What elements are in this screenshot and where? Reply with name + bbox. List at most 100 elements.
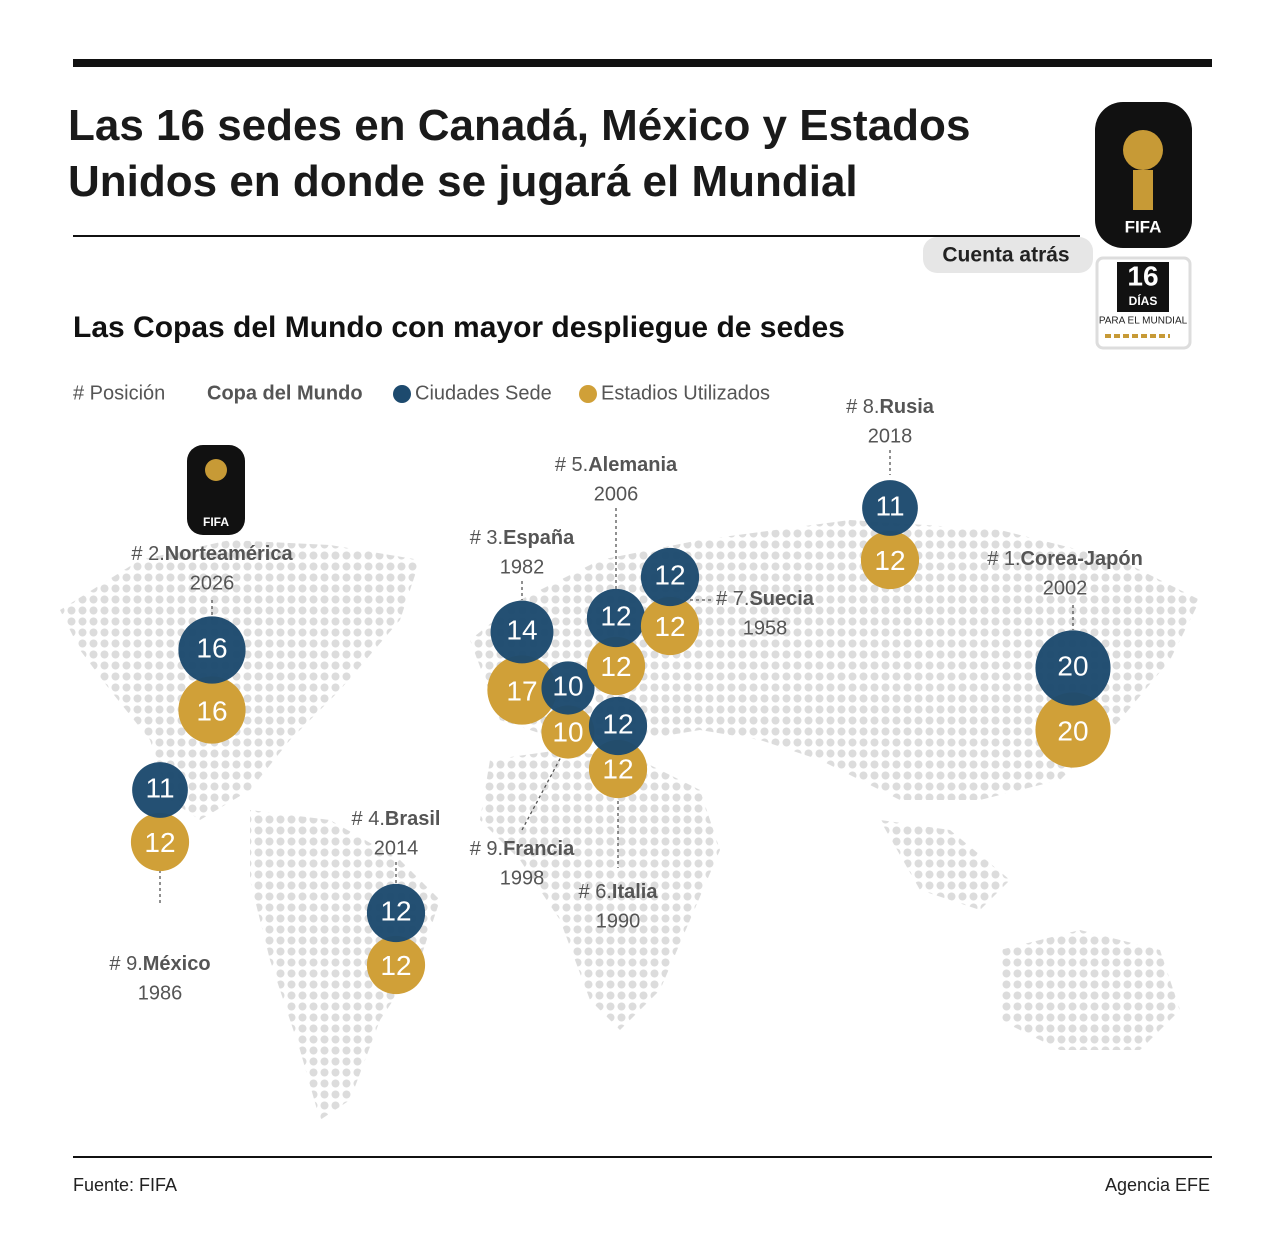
- cities-value: 12: [380, 895, 411, 926]
- rank: # 9.: [470, 838, 503, 860]
- entry: # 4.Brasil 2014 12 12: [352, 808, 441, 995]
- cup-name: Alemania: [588, 454, 678, 476]
- entry: # 1.Corea-Japón 2002 20 20: [987, 548, 1143, 768]
- stadiums-bubble: [487, 655, 557, 725]
- cities-value: 12: [602, 708, 633, 739]
- entry-label: # 1.Corea-Japón: [987, 548, 1143, 570]
- rank: # 3.: [470, 527, 503, 549]
- legend-cities: Ciudades Sede: [415, 382, 552, 404]
- world-map: [60, 520, 1200, 1120]
- logo-label: FIFA: [203, 515, 229, 529]
- credit: Agencia EFE: [1105, 1175, 1210, 1195]
- badge-bg: [923, 237, 1093, 273]
- countdown: 16 DÍAS PARA EL MUNDIAL: [1095, 256, 1192, 350]
- year: 1982: [500, 556, 545, 578]
- countdown-sub: PARA EL MUNDIAL: [1099, 316, 1188, 327]
- year: 2014: [374, 837, 419, 859]
- entry-label: # 9.México: [109, 953, 210, 975]
- entry: # 7.Suecia 1958 12 12: [640, 547, 815, 656]
- legend-cup: Copa del Mundo: [207, 382, 363, 404]
- small-logo: FIFA: [187, 445, 245, 535]
- cities-bubble: [586, 588, 646, 648]
- rank: # 4.: [352, 808, 385, 830]
- stadiums-value: 12: [654, 611, 685, 642]
- entry: # 9.Francia 1998 10 10: [470, 661, 595, 889]
- stadiums-bubble: [588, 739, 648, 799]
- entry: # 8.Rusia 2018 12 11: [846, 396, 935, 590]
- rank: # 9.: [109, 953, 142, 975]
- stadiums-bubble: [541, 705, 595, 759]
- cup-name: Suecia: [749, 588, 814, 610]
- legend-swatch: [393, 385, 411, 403]
- cities-bubble: [588, 696, 648, 756]
- year: 1998: [500, 867, 545, 889]
- cup-name: México: [143, 953, 211, 975]
- cities-bubble: [178, 616, 246, 684]
- legend-position: # Posición: [73, 382, 165, 404]
- cup-name: Brasil: [385, 808, 441, 830]
- cities-value: 12: [600, 600, 631, 631]
- stadiums-bubble: [586, 636, 646, 696]
- stadiums-bubble: [130, 812, 190, 872]
- year: 2026: [190, 572, 235, 594]
- year: 1990: [596, 910, 641, 932]
- cities-value: 14: [506, 614, 537, 645]
- stadiums-bubble: [640, 596, 700, 656]
- cities-bubble: [541, 661, 595, 715]
- stadiums-value: 12: [602, 754, 633, 785]
- rank: # 1.: [987, 548, 1020, 570]
- cities-value: 10: [552, 670, 583, 701]
- stadiums-value: 20: [1057, 715, 1088, 746]
- entry: # 3.España 1982 17 14: [470, 527, 575, 725]
- entry-label: # 2.Norteamérica: [131, 543, 293, 565]
- cup-name: España: [503, 527, 575, 549]
- cities-bubble: [132, 762, 188, 818]
- cities-bubble: [366, 883, 426, 943]
- entry-label: # 6.Italia: [579, 881, 659, 903]
- legend-stadiums: Estadios Utilizados: [601, 382, 770, 404]
- stadiums-bubble: [366, 935, 426, 995]
- cities-value: 12: [654, 559, 685, 590]
- stadiums-value: 12: [380, 950, 411, 981]
- stadiums-bubble: [178, 676, 246, 744]
- cities-bubble: [640, 547, 700, 607]
- entry-label: # 8.Rusia: [846, 396, 935, 418]
- source: Fuente: FIFA: [73, 1175, 177, 1195]
- title: Las 16 sedes en Canadá, México y Estados…: [68, 101, 971, 206]
- year: 2002: [1043, 577, 1088, 599]
- entry: # 2.Norteamérica 2026 16 16: [131, 543, 293, 744]
- cup-name: Francia: [503, 838, 575, 860]
- logo: FIFA: [1095, 102, 1192, 248]
- year: 1958: [743, 617, 788, 639]
- subtitle: Las Copas del Mundo con mayor despliegue…: [73, 311, 845, 344]
- countdown-unit: DÍAS: [1129, 293, 1158, 308]
- year: 2018: [868, 425, 913, 447]
- cities-value: 20: [1057, 650, 1088, 681]
- cup-name: Rusia: [879, 396, 934, 418]
- countdown-days: 16: [1127, 260, 1158, 291]
- cup-name: Italia: [612, 881, 658, 903]
- connector: [521, 754, 563, 831]
- stadiums-bubble: [1035, 692, 1111, 768]
- cities-value: 11: [875, 490, 904, 521]
- stadiums-value: 17: [506, 675, 537, 706]
- cities-value: 16: [196, 632, 227, 663]
- entry: # 5.Alemania 2006 12 12: [555, 454, 678, 696]
- cup-name: Norteamérica: [165, 543, 294, 565]
- rank: # 8.: [846, 396, 879, 418]
- stadiums-value: 12: [874, 545, 905, 576]
- entry-label: # 9.Francia: [470, 838, 575, 860]
- year: 2006: [594, 483, 639, 505]
- cities-value: 11: [145, 772, 174, 803]
- entry: # 9.México 1986 12 11: [109, 762, 211, 1004]
- badge: Cuenta atrás: [942, 244, 1069, 267]
- cities-bubble: [862, 480, 918, 536]
- stadiums-value: 16: [196, 695, 227, 726]
- entry: # 6.Italia 1990 12 12: [579, 696, 659, 932]
- entry-label: # 7.Suecia: [716, 588, 815, 610]
- entry-label: # 4.Brasil: [352, 808, 441, 830]
- entry-label: # 5.Alemania: [555, 454, 678, 476]
- cup-name: Corea-Japón: [1021, 548, 1143, 570]
